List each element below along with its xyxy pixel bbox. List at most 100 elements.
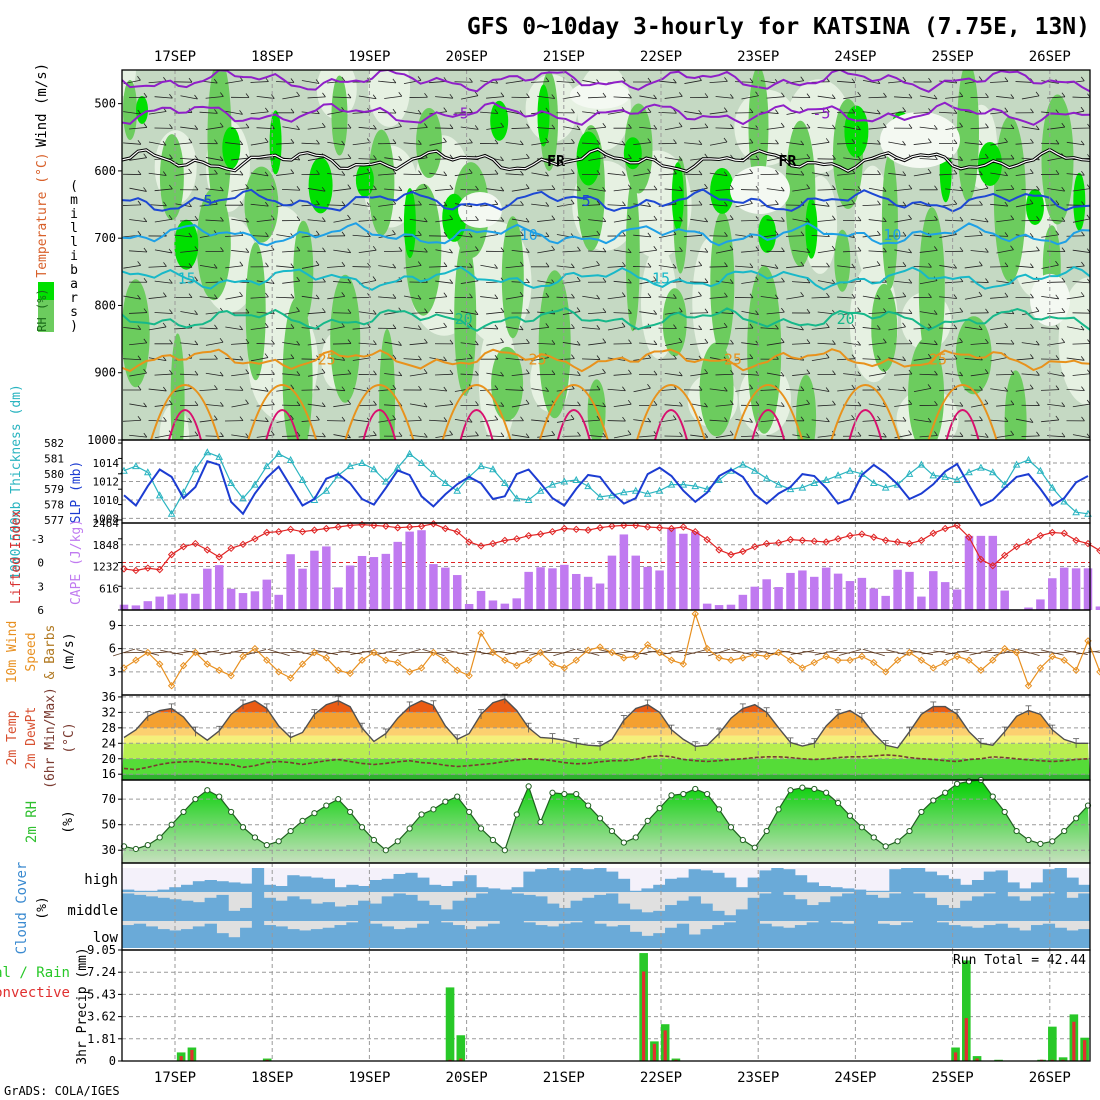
wind-barb-flag [245, 93, 250, 98]
wind-barb-flag [673, 354, 677, 360]
wind-barb [658, 233, 677, 239]
wind-barb-flag [169, 309, 173, 314]
wind-barb-flag [1055, 415, 1060, 421]
wind-barb-flag [322, 217, 326, 222]
wind-barb-flag [1080, 356, 1085, 361]
rh-saturated-cell [490, 100, 509, 141]
slp-tick-label: 1014 [93, 457, 120, 470]
lifted-index-point [858, 530, 866, 538]
wind-barb-flag [1010, 124, 1015, 129]
wind-barb-flag [602, 368, 606, 374]
lifted-index-point [989, 562, 997, 570]
wind-barb-flag [245, 153, 250, 159]
cloud-cell [582, 869, 595, 892]
wind-barb [684, 265, 702, 269]
wind-barb-flag [219, 186, 224, 192]
lifted-index-point [596, 524, 604, 532]
rh-point [454, 793, 461, 800]
rh-point [632, 834, 639, 841]
wind-barb [659, 649, 684, 656]
wind-barb-flag [398, 432, 403, 437]
wind-barb-flag [571, 324, 575, 329]
cloud-cell [310, 903, 324, 921]
cloud-cell [523, 871, 536, 892]
thickness-point [893, 480, 902, 488]
wind-barb [684, 173, 702, 176]
cloud-cell [452, 925, 465, 948]
contour-label: 15 [178, 270, 196, 288]
cloud-cell [1066, 930, 1079, 948]
cape-bar [548, 568, 557, 610]
wind-barb [862, 648, 885, 657]
wind-speed-point [929, 664, 937, 672]
wind-barb [307, 219, 326, 222]
wind-barb [919, 219, 938, 222]
wind-barb [205, 188, 224, 192]
thickness-tick-label: 580 [44, 468, 64, 481]
wind-barb [562, 126, 581, 131]
wind-barb-flag [698, 200, 703, 206]
wind-barb-flag [367, 262, 371, 268]
wind-barb-flag [678, 92, 683, 97]
wind-barb [913, 387, 932, 393]
cloud-cell [487, 888, 501, 892]
lifted-index-point [322, 524, 331, 533]
wind-barb-flag [882, 187, 887, 192]
cloud-cell [712, 910, 725, 921]
wind-barb [231, 651, 255, 654]
wind-barb-flag [647, 138, 652, 143]
cloud-cell [759, 893, 772, 921]
cape-bar [381, 553, 391, 610]
rh-point [430, 806, 437, 813]
cloud-cell [594, 923, 607, 948]
wind-barb [811, 111, 830, 114]
rh-point [930, 797, 937, 804]
cloud-cell [960, 926, 973, 948]
cloud-cell [1042, 869, 1056, 892]
wind-barb-flag [653, 215, 658, 221]
cloud-cell [629, 909, 642, 921]
wind-barb [1064, 650, 1088, 655]
cloud-cell [310, 877, 324, 892]
wind-barb [333, 434, 351, 439]
wind-speed-point [441, 656, 450, 664]
wind-barb-flag [468, 232, 473, 238]
cloud-cell [842, 923, 855, 948]
wind-barb-flag [1036, 185, 1040, 191]
wind-barb-flag [500, 156, 504, 161]
wind-barb-flag [857, 246, 862, 252]
wind-barb-flag [832, 215, 836, 220]
wind-barb-flag [162, 322, 167, 328]
wind-barb [301, 389, 320, 391]
cape-bar [1059, 567, 1069, 610]
wind-axis-title: (m/s) [62, 632, 77, 671]
wind-barb-flag [851, 324, 856, 329]
wind-barb-flag [679, 186, 683, 191]
wind-barb-flag [832, 370, 836, 375]
y-tick-label: 7.24 [87, 965, 116, 979]
thickness-line [123, 451, 1089, 515]
convective-bar [190, 1049, 194, 1061]
cloud-cell [606, 893, 619, 921]
thickness-point [643, 489, 652, 497]
wind-barb-flag [851, 354, 856, 359]
wind-barb-flag [373, 340, 377, 345]
wind-barb-flag [373, 155, 377, 160]
wind-barb [868, 96, 887, 99]
contour-label: 10 [883, 226, 901, 244]
rh-point [858, 824, 865, 831]
wind-barb-flag [1055, 355, 1060, 360]
wind-speed-point [655, 648, 664, 657]
wind-barb-flag [551, 430, 556, 436]
thickness-point [584, 482, 592, 490]
wind-barb [250, 141, 269, 146]
wind-barb-flag [571, 169, 575, 174]
temperature-band [122, 712, 1090, 728]
wind-barb [205, 341, 224, 346]
wind-barb-flag [1010, 94, 1015, 99]
cloud-cell [1078, 893, 1091, 921]
rh-saturated-cell [671, 162, 684, 231]
cape-bar [726, 604, 736, 610]
cloud-cell [806, 882, 819, 892]
